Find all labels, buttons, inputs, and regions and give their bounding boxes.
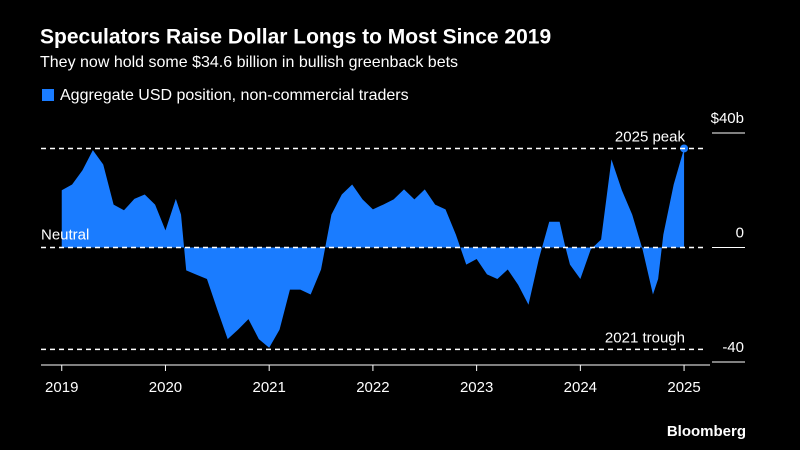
x-tick-label: 2025 [667,379,700,396]
x-tick-label: 2023 [460,379,493,396]
area [61,148,685,348]
chart-title: Speculators Raise Dollar Longs to Most S… [40,26,551,49]
x-tick-label: 2022 [356,379,389,396]
x-tick-label: 2020 [149,379,182,396]
source: Bloomberg [667,423,746,440]
y-tick-label: -40 [722,339,744,356]
reference-label: Neutral [41,226,89,243]
chart-subtitle: They now hold some $34.6 billion in bull… [40,54,458,71]
reference-label: 2025 peak [615,128,686,145]
x-tick-label: 2019 [45,379,78,396]
x-tick-label: 2024 [564,379,597,396]
reference-label: 2021 trough [605,329,685,346]
legend-swatch [42,89,54,101]
x-tick-label: 2021 [252,379,285,396]
y-tick-label: 0 [736,224,744,241]
y-tick-label: $40b [711,110,744,127]
legend-label: Aggregate USD position, non-commercial t… [60,87,409,104]
